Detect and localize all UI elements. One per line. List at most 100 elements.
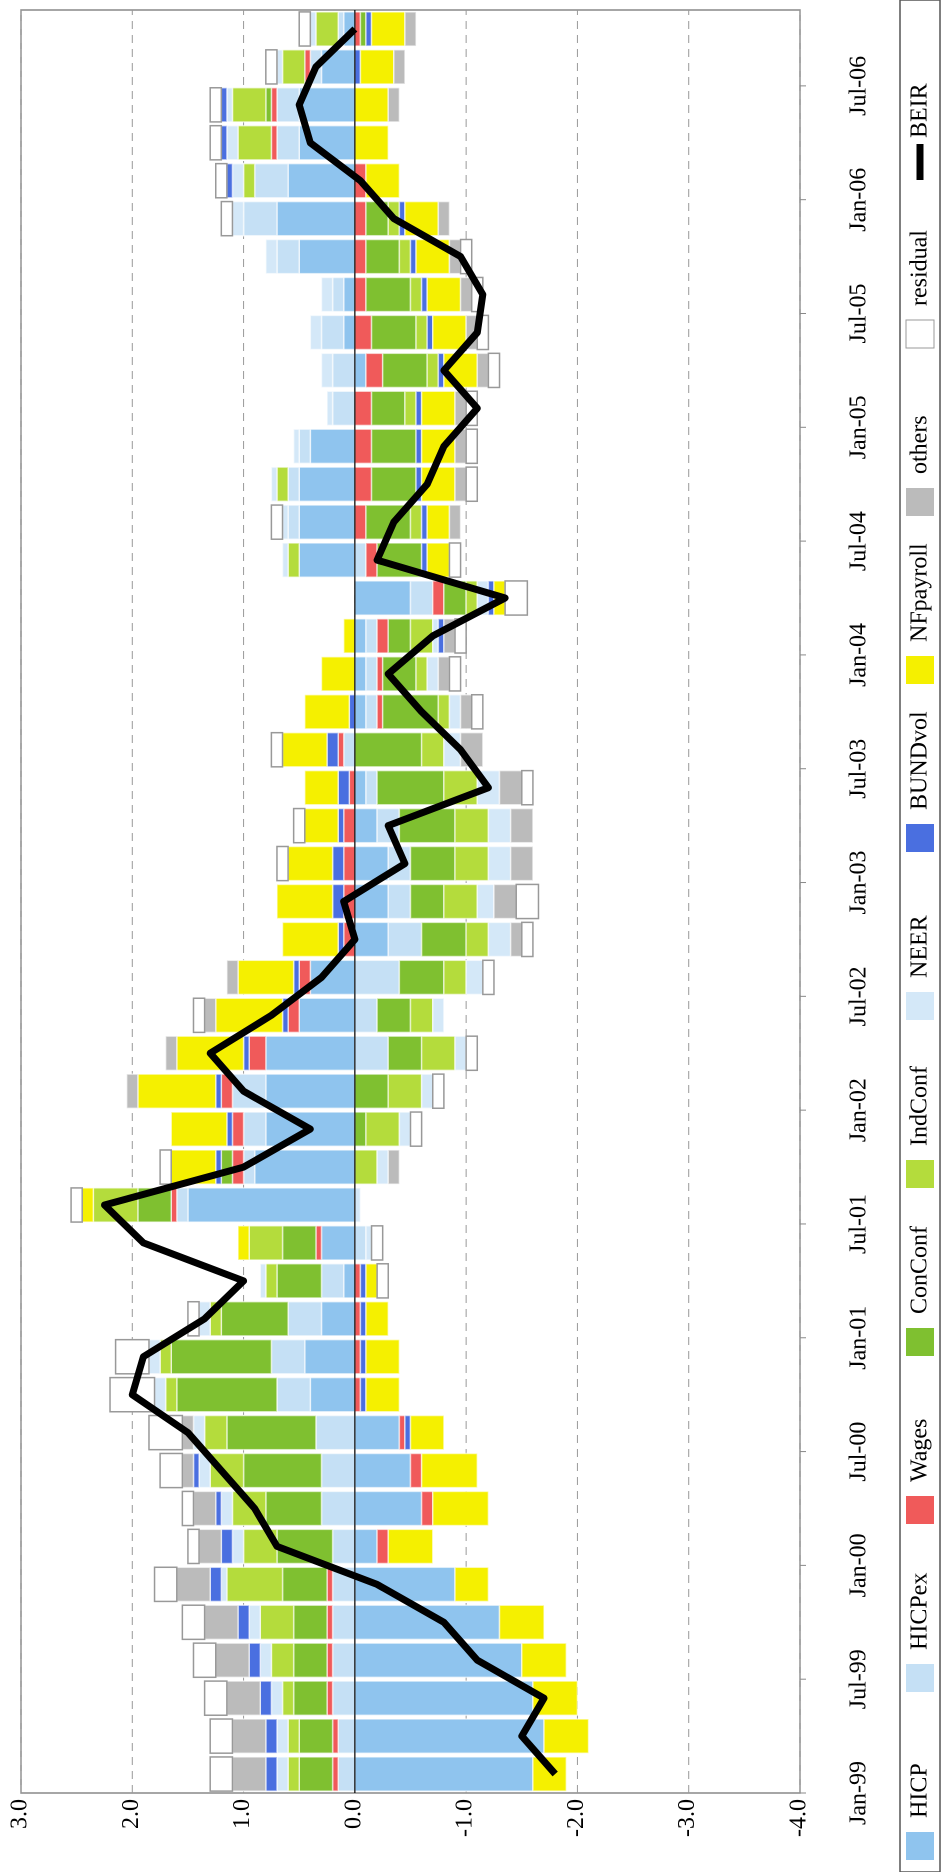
bar-segment [320, 1490, 356, 1527]
x-tick-label: Jan-02 [846, 1078, 872, 1142]
bar-segment [365, 618, 378, 654]
legend-label: BUNDvol [907, 711, 933, 810]
bar-segment [276, 1376, 312, 1413]
bar-segment [215, 1149, 223, 1185]
bar-segment [215, 1642, 250, 1679]
bar-segment [432, 314, 467, 351]
bar-segment [409, 1111, 423, 1147]
bar-segment [476, 883, 495, 920]
bar-segment [203, 1680, 228, 1716]
bar-segment [209, 1756, 234, 1792]
bar-segment [376, 997, 412, 1034]
bar-segment [470, 693, 484, 730]
bar-segment [398, 959, 445, 996]
x-tick-label: Jan-05 [846, 395, 872, 459]
bar-segment [287, 504, 300, 540]
bar-segment [192, 1452, 200, 1489]
bar-segment [448, 542, 462, 578]
bar-segment [487, 807, 512, 844]
bar-segment [509, 807, 534, 844]
bar-segment [281, 504, 289, 540]
x-tick-label: Jan-01 [846, 1306, 872, 1370]
bar-segment [292, 1642, 328, 1679]
x-tick-label: Jan-99 [846, 1761, 872, 1825]
bar-segment [242, 1035, 250, 1072]
bar-segment [354, 466, 373, 503]
bar-segment [354, 1225, 367, 1261]
bar-segment [342, 618, 356, 654]
bar-segment [498, 1604, 545, 1641]
bar-segment [248, 1035, 267, 1072]
bar-segment [276, 1718, 289, 1754]
bar-segment [153, 1376, 167, 1413]
bar-segment [354, 314, 373, 351]
bar-segment [354, 352, 367, 389]
bar-segment [426, 542, 451, 578]
legend-swatch [906, 656, 934, 684]
bar-segment [354, 1263, 362, 1299]
bar-segment [187, 1187, 356, 1223]
bar-segment [265, 1073, 356, 1110]
bar-segment [387, 883, 412, 920]
bar-segment [326, 731, 339, 768]
bar-segment [465, 466, 479, 503]
bar-segment [487, 921, 512, 958]
bar-segment [331, 1756, 339, 1792]
bar-segment [326, 390, 334, 427]
bar-segment [365, 1111, 401, 1147]
legend-label: others [907, 415, 933, 474]
bar-segment [370, 1225, 384, 1261]
legend-swatch [906, 1160, 934, 1188]
bar-segment [376, 618, 389, 654]
bar-segment [365, 276, 412, 313]
bar-segment [231, 1528, 245, 1565]
bar-segment [354, 238, 367, 275]
bar-segment [387, 618, 412, 654]
bar-segment [387, 1073, 423, 1110]
bar-segment [220, 1528, 234, 1565]
bar-segment [515, 883, 540, 920]
bar-segment [265, 238, 278, 275]
bar-segment [276, 466, 289, 503]
bar-segment [276, 49, 284, 85]
bar-segment [326, 1680, 334, 1716]
bar-segment [359, 1263, 367, 1299]
bar-segment [354, 200, 367, 237]
bar-segment [365, 1225, 373, 1261]
bar-segment [354, 1376, 362, 1413]
bar-segment [292, 1604, 328, 1641]
bar-segment [354, 1680, 534, 1716]
bar-segment [253, 162, 289, 199]
bar-segment [432, 580, 445, 616]
bar-segment [376, 769, 445, 806]
bar-segment [176, 1187, 189, 1223]
bar-segment [298, 1718, 334, 1754]
bar-segment [354, 1187, 362, 1223]
bar-segment [342, 731, 356, 768]
bar-segment [393, 49, 406, 85]
legend-label: BEIR [907, 83, 933, 138]
bar-segment [509, 921, 523, 958]
bar-segment [231, 1756, 267, 1792]
legend-label: residual [907, 230, 933, 306]
bar-segment [209, 124, 223, 161]
bar-segment [521, 769, 534, 806]
bar-segment [276, 238, 300, 275]
bar-segment [354, 87, 389, 123]
bar-segment [192, 1490, 217, 1527]
bar-segment [242, 200, 278, 237]
bar-segment [276, 883, 334, 920]
bar-segment [420, 731, 445, 768]
bar-segment [420, 276, 428, 313]
bar-segment [331, 1680, 356, 1716]
bar-segment [215, 162, 228, 199]
legend-label: HICP [907, 1763, 933, 1818]
legend-label: NFpayroll [907, 543, 933, 642]
bar-segment [459, 693, 473, 730]
bar-segment [259, 1604, 295, 1641]
bar-segment [292, 1680, 328, 1716]
bar-segment [170, 1111, 228, 1147]
y-tick-label: -1.0 [452, 1799, 478, 1837]
bar-segment [298, 428, 312, 465]
bar-segment [365, 162, 401, 199]
